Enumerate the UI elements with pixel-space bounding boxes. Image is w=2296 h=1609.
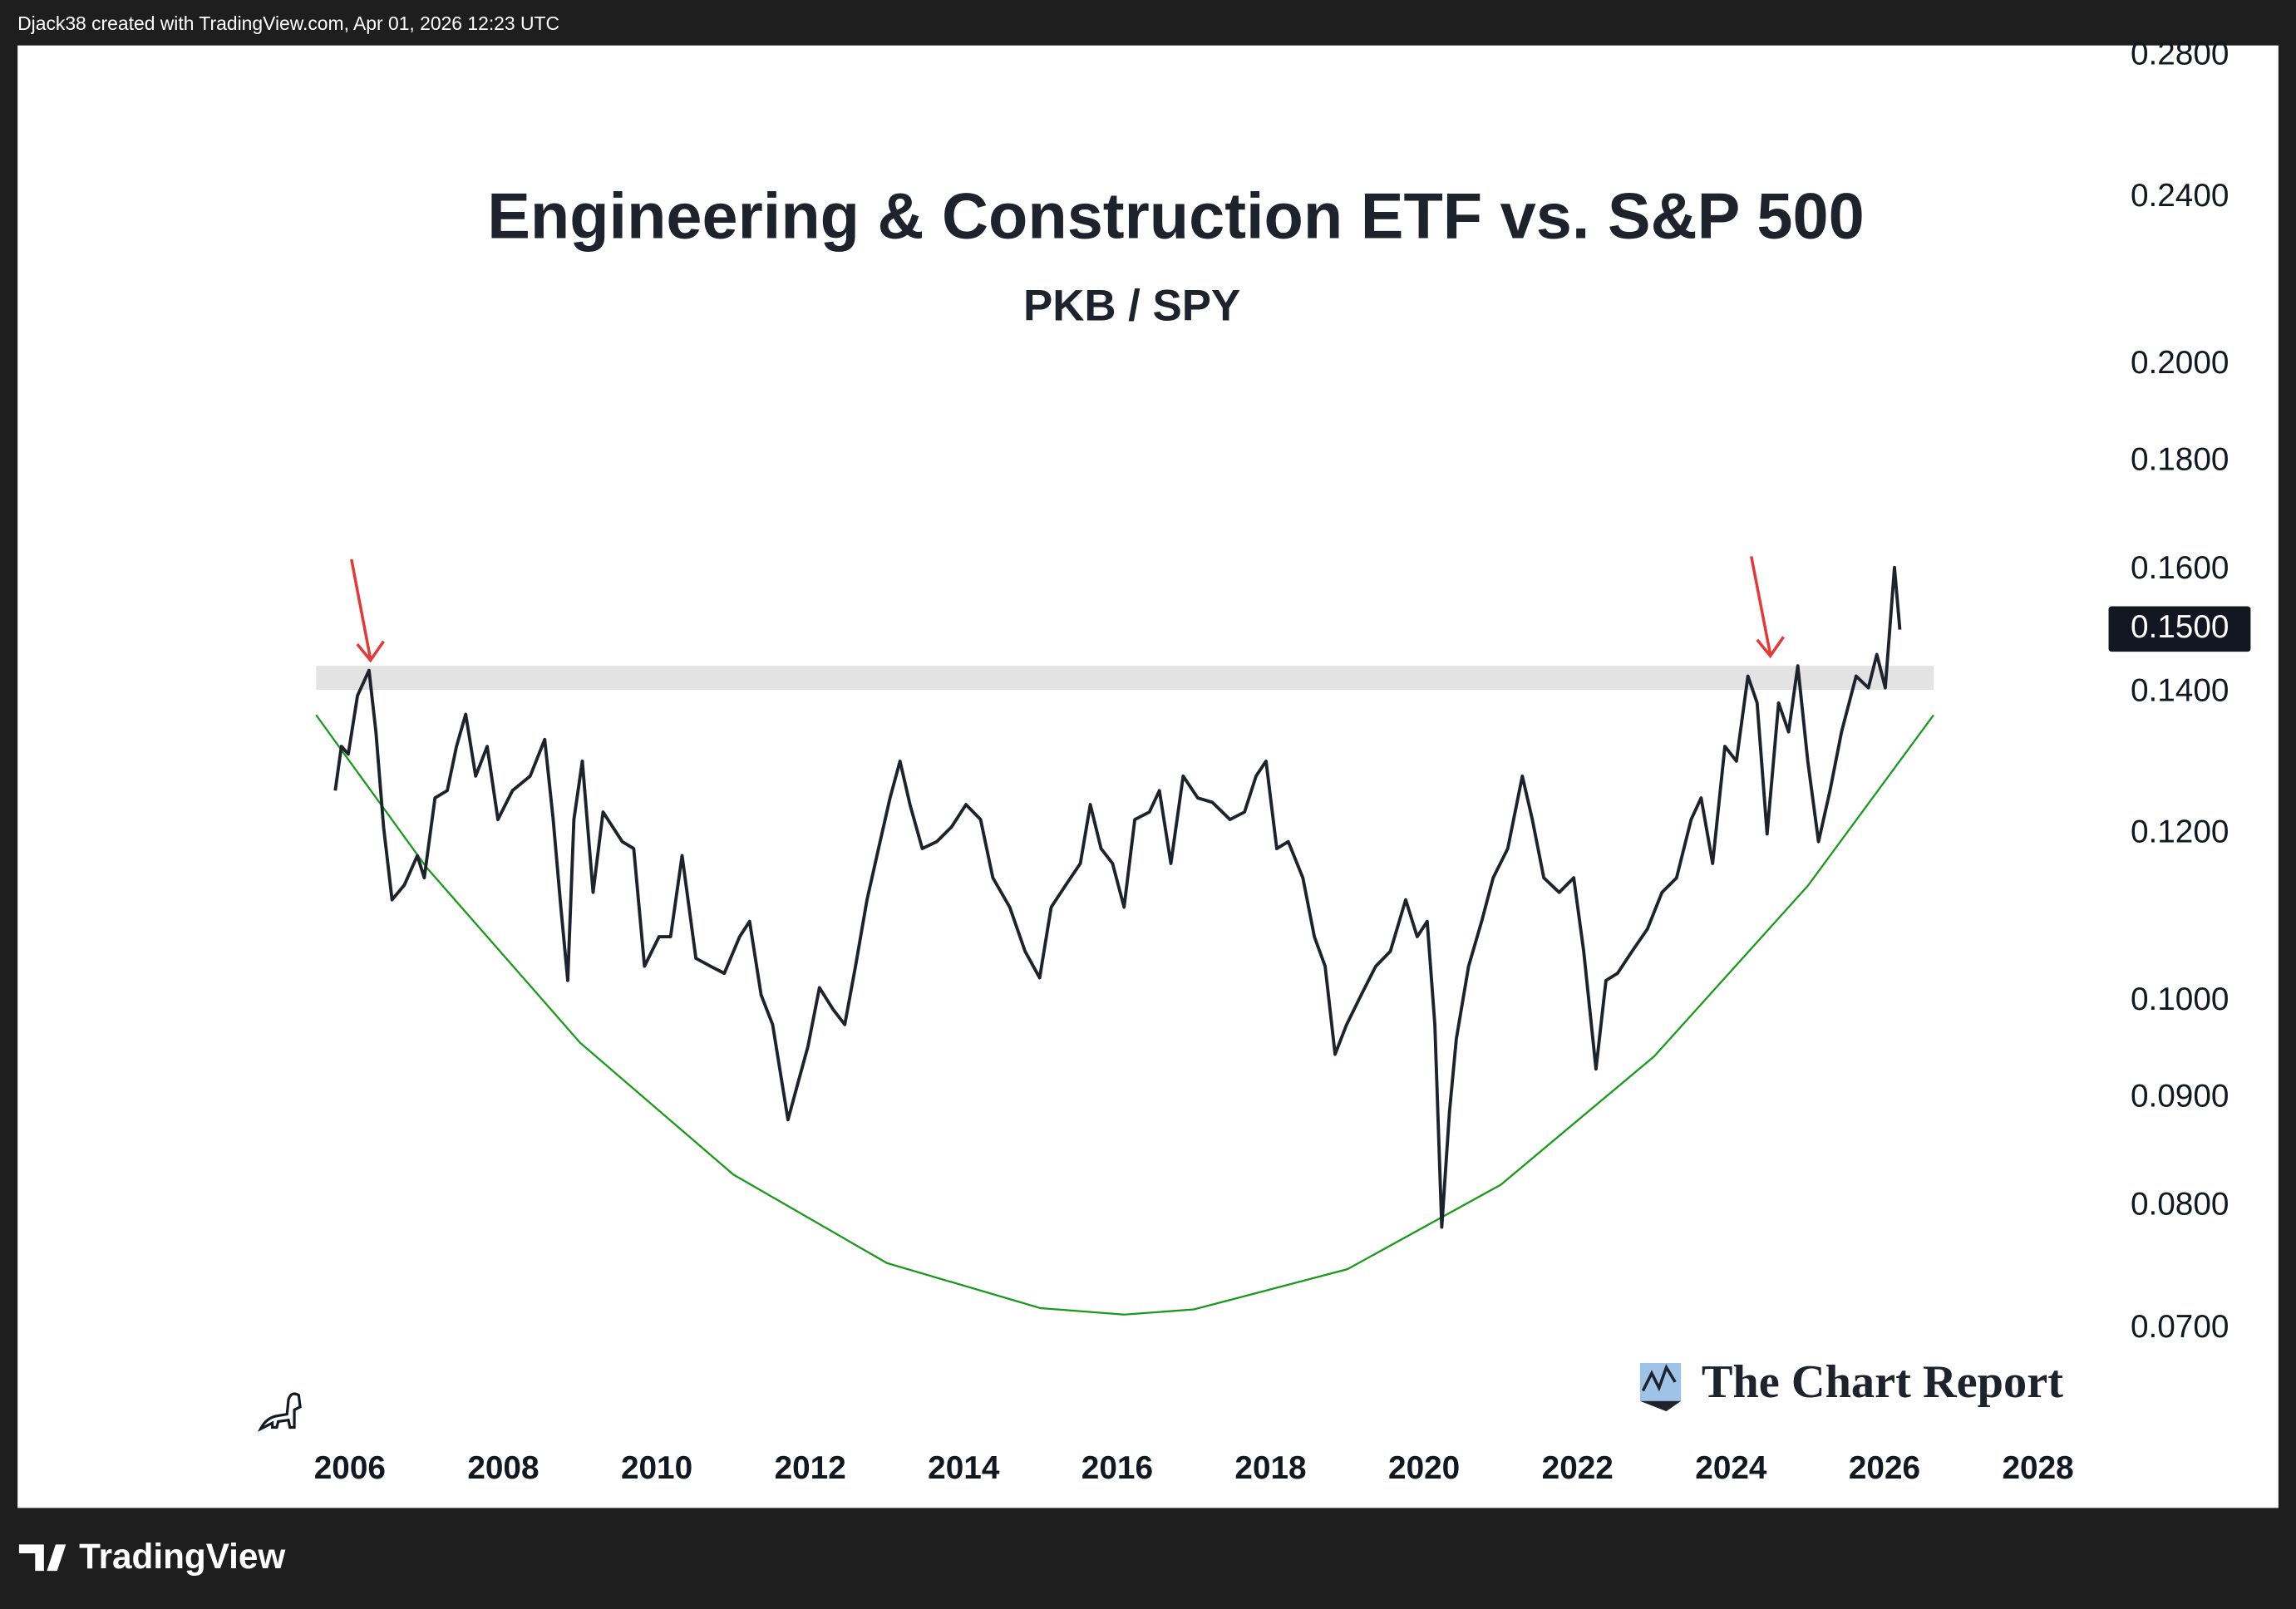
x-tick-label: 2010 bbox=[621, 1450, 692, 1486]
arrows bbox=[350, 556, 1785, 663]
y-tick-label: 0.0900 bbox=[2131, 1079, 2229, 1114]
x-tick-label: 2016 bbox=[1081, 1450, 1153, 1486]
x-tick-label: 2024 bbox=[1695, 1450, 1767, 1486]
chart-area bbox=[17, 45, 2279, 1508]
y-tick-label: 0.0700 bbox=[2131, 1309, 2229, 1345]
arrow bbox=[1750, 556, 1785, 659]
resistance-band bbox=[316, 666, 1934, 690]
y-tick-label: 0.1200 bbox=[2131, 814, 2229, 850]
x-tick-label: 2018 bbox=[1234, 1450, 1306, 1486]
dino-icon bbox=[257, 1392, 302, 1432]
x-tick-label: 2026 bbox=[1849, 1450, 1920, 1486]
y-tick-label: 0.1800 bbox=[2131, 442, 2229, 478]
tv-logo bbox=[18, 1544, 67, 1572]
x-tick-label: 2028 bbox=[2002, 1450, 2073, 1486]
plot bbox=[315, 565, 1934, 1316]
header-text: Djack38 created with TradingView.com, Ap… bbox=[17, 12, 559, 34]
y-tick-label: 0.1600 bbox=[2131, 550, 2229, 586]
watermark-icon bbox=[1639, 1363, 1682, 1412]
x-tick-label: 2022 bbox=[1542, 1450, 1614, 1486]
trend-curve bbox=[315, 714, 1934, 1316]
x-tick-label: 2020 bbox=[1388, 1450, 1460, 1486]
x-tick-label: 2012 bbox=[775, 1450, 846, 1486]
y-tick-label: 0.2800 bbox=[2131, 36, 2229, 71]
price-tag bbox=[2108, 606, 2251, 652]
x-tick-label: 2006 bbox=[314, 1450, 386, 1486]
y-tick-label: 0.2000 bbox=[2131, 345, 2229, 381]
chart-subtitle: PKB / SPY bbox=[1023, 282, 1240, 331]
arrow bbox=[350, 558, 385, 663]
footer-brand: TradingView bbox=[79, 1537, 285, 1576]
y-tick-label: 0.0800 bbox=[2131, 1187, 2229, 1223]
watermark: The Chart Report bbox=[1702, 1356, 2063, 1408]
x-tick-label: 2014 bbox=[928, 1450, 1000, 1486]
x-tick-label: 2008 bbox=[467, 1450, 539, 1486]
price-line bbox=[333, 565, 1902, 1229]
price-tag-label: 0.1500 bbox=[2131, 609, 2229, 645]
y-tick-label: 0.1400 bbox=[2131, 672, 2229, 708]
chart-title: Engineering & Construction ETF vs. S&P 5… bbox=[487, 181, 1865, 253]
y-tick-label: 0.1000 bbox=[2131, 982, 2229, 1017]
y-tick-label: 0.2400 bbox=[2131, 178, 2229, 214]
